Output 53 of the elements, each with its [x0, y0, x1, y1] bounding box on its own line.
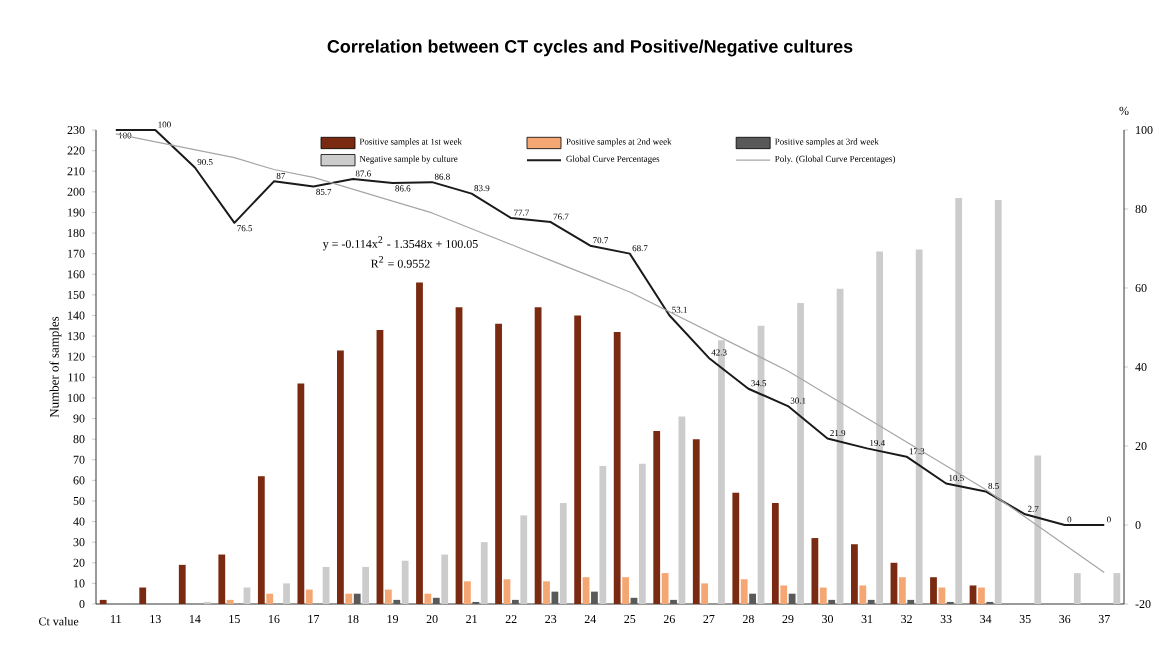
bar — [811, 538, 819, 604]
bar — [480, 542, 488, 604]
bar — [930, 577, 937, 604]
bar — [788, 593, 796, 604]
bar — [543, 581, 550, 604]
bar — [441, 554, 449, 604]
bar — [559, 503, 567, 604]
bar — [599, 465, 607, 604]
bar — [432, 597, 440, 604]
bar — [218, 554, 226, 604]
bar — [520, 515, 528, 604]
bar — [305, 589, 313, 604]
bar — [701, 583, 709, 604]
bar — [771, 503, 779, 604]
bar — [416, 282, 423, 604]
bar — [851, 544, 858, 604]
bar — [732, 492, 740, 604]
bar — [534, 307, 542, 604]
bar — [362, 566, 370, 604]
bar — [283, 583, 290, 604]
bar — [345, 593, 353, 604]
bar — [591, 591, 598, 604]
bar — [740, 579, 748, 604]
bar — [424, 593, 432, 604]
bar — [938, 587, 946, 604]
bar — [780, 585, 788, 604]
bar — [1073, 573, 1081, 604]
chart-title: Correlation between CT cycles and Positive/Negative cultures — [327, 39, 853, 57]
bar — [401, 560, 409, 604]
bar — [464, 581, 471, 604]
bar — [139, 587, 147, 604]
bar — [969, 585, 977, 604]
bar — [574, 315, 582, 604]
bar — [297, 383, 305, 604]
bar — [1113, 573, 1121, 604]
bar — [653, 430, 661, 604]
bar — [749, 593, 756, 604]
bar — [178, 564, 186, 604]
bar — [978, 587, 985, 604]
bar — [257, 476, 265, 604]
bar — [266, 593, 274, 604]
bar — [638, 463, 646, 604]
bar — [337, 350, 344, 604]
bar — [384, 589, 392, 604]
bar — [692, 439, 700, 604]
bar — [613, 331, 621, 604]
bar — [353, 593, 361, 604]
bar — [495, 323, 502, 604]
bar — [859, 585, 867, 604]
bar — [898, 577, 906, 604]
bar — [661, 573, 669, 604]
bar — [622, 577, 629, 604]
bar — [819, 587, 827, 604]
